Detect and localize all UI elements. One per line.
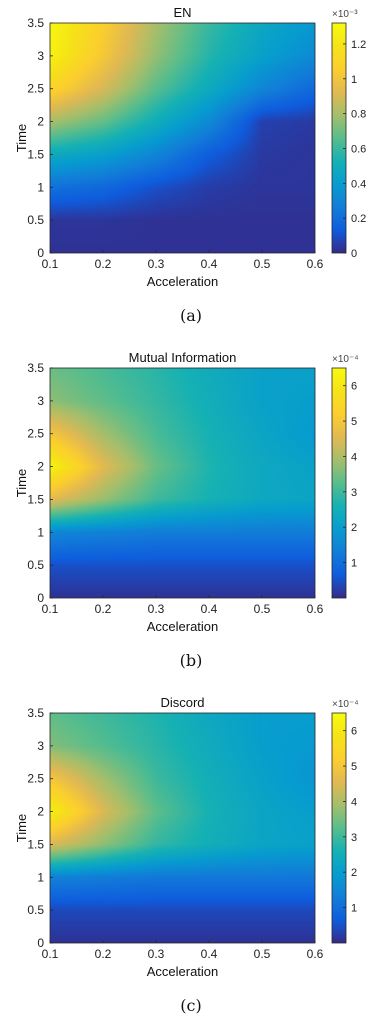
y-tick-label: 1.5: [27, 147, 44, 161]
y-tick-label: 2: [37, 805, 44, 819]
x-tick-label: 0.5: [254, 602, 271, 616]
colorbar-tick-label: 6: [351, 381, 357, 393]
x-tick-label: 0.6: [307, 947, 324, 961]
colorbar-tick-label: 5: [351, 761, 357, 773]
plot-frame: [49, 22, 316, 254]
colorbar-tick-label: 1: [351, 74, 357, 86]
colorbar-tick-label: 4: [351, 796, 357, 808]
y-tick-label: 1: [37, 525, 44, 539]
colorbar: [331, 22, 347, 254]
y-tick-label: 0.5: [27, 903, 44, 917]
colorbar: [331, 712, 347, 944]
x-tick-label: 0.1: [42, 257, 59, 271]
x-tick-label: 0.1: [42, 602, 59, 616]
y-tick-label: 2: [37, 460, 44, 474]
x-axis-label: Acceleration: [147, 619, 219, 634]
colorbar-tick-label: 6: [351, 726, 357, 738]
y-tick-label: 0: [37, 936, 44, 950]
chart-title: EN: [173, 5, 191, 20]
colorbar-tick-label: 0.2: [351, 213, 366, 225]
y-axis-label: Time: [14, 814, 29, 842]
x-tick-label: 0.1: [42, 947, 59, 961]
colorbar-tick-label: 3: [351, 487, 357, 499]
colorbar-tick-label: 1.2: [351, 39, 366, 51]
colorbar-tick-label: 3: [351, 832, 357, 844]
x-tick-label: 0.3: [148, 602, 165, 616]
caption: (a): [179, 306, 203, 325]
y-tick-label: 0.5: [27, 558, 44, 572]
colorbar-tick-label: 0.6: [351, 143, 366, 155]
y-tick-label: 3: [37, 394, 44, 408]
colorbar-tick-label: 2: [351, 867, 357, 879]
x-tick-label: 0.5: [254, 947, 271, 961]
chart-en: EN 0.1 0.2 0.3 0.4 0.5 0.6 0 0.5 1 1.5 2 2.5 3 3.5 Acce…: [14, 5, 366, 289]
x-tick-label: 0.2: [95, 602, 112, 616]
x-tick-label: 0.6: [307, 257, 324, 271]
colorbar-tick-label: 0: [351, 248, 357, 260]
heatmap-surface: [50, 368, 315, 598]
x-axis-label: Acceleration: [147, 274, 219, 289]
x-tick-label: 0.4: [201, 257, 218, 271]
colorbar-exponent: ×10⁻⁴: [332, 354, 359, 365]
x-tick-label: 0.5: [254, 257, 271, 271]
y-tick-label: 1: [37, 180, 44, 194]
colorbar-tick-label: 5: [351, 416, 357, 428]
chart-discord: Discord 0.1 0.2 0.3 0.4 0.5 0.6 0 0.5 1 1.5 2 2.5 3 3.…: [14, 695, 359, 979]
caption: (c): [180, 996, 202, 1015]
colorbar-tick-label: 1: [351, 903, 357, 915]
x-tick-label: 0.3: [148, 257, 165, 271]
y-tick-label: 2.5: [27, 427, 44, 441]
colorbar-exponent: ×10⁻⁴: [332, 699, 359, 710]
x-tick-label: 0.2: [95, 947, 112, 961]
x-axis-label: Acceleration: [147, 964, 219, 979]
y-tick-label: 2: [37, 115, 44, 129]
y-tick-label: 1.5: [27, 492, 44, 506]
y-tick-label: 3.5: [27, 706, 44, 720]
chart-title: Mutual Information: [129, 350, 237, 365]
plot-frame: [49, 367, 316, 599]
colorbar-tick-label: 0.8: [351, 109, 366, 121]
chart-panel-mutual-information: Mutual Information 0.1 0.2 0.3 0.4 0.5 0.6 0 0.5…: [0, 345, 382, 685]
y-tick-label: 3.5: [27, 361, 44, 375]
x-tick-label: 0.2: [95, 257, 112, 271]
caption: (b): [179, 651, 203, 670]
heatmap-surface: [50, 713, 315, 943]
colorbar-tick-label: 1: [351, 558, 357, 570]
colorbar-tick-label: 0.4: [351, 178, 366, 190]
x-tick-label: 0.4: [201, 602, 218, 616]
y-tick-label: 0: [37, 246, 44, 260]
chart-panel-en: EN 0.1 0.2 0.3 0.4 0.5 0.6 0 0.5 1 1.5 2 2.5 3 3.5 Acce…: [0, 0, 382, 340]
y-tick-label: 2.5: [27, 772, 44, 786]
y-tick-label: 3.5: [27, 16, 44, 30]
x-tick-label: 0.4: [201, 947, 218, 961]
y-tick-label: 3: [37, 739, 44, 753]
colorbar-tick-label: 4: [351, 451, 357, 463]
colorbar: [331, 367, 347, 599]
heatmap-surface: [50, 23, 315, 253]
y-tick-label: 0: [37, 591, 44, 605]
chart-panel-discord: Discord 0.1 0.2 0.3 0.4 0.5 0.6 0 0.5 1 1.5 2 2.5 3 3.…: [0, 690, 382, 1030]
chart-mutual-information: Mutual Information 0.1 0.2 0.3 0.4 0.5 0.6 0 0.5…: [14, 350, 359, 634]
y-tick-label: 1.5: [27, 837, 44, 851]
plot-frame: [49, 712, 316, 944]
colorbar-tick-label: 2: [351, 522, 357, 534]
x-tick-label: 0.3: [148, 947, 165, 961]
y-axis-label: Time: [14, 124, 29, 152]
x-tick-label: 0.6: [307, 602, 324, 616]
y-tick-label: 2.5: [27, 82, 44, 96]
y-tick-label: 3: [37, 49, 44, 63]
colorbar-exponent: ×10⁻³: [332, 9, 358, 20]
y-axis-label: Time: [14, 469, 29, 497]
y-tick-label: 0.5: [27, 213, 44, 227]
chart-title: Discord: [160, 695, 204, 710]
y-tick-label: 1: [37, 870, 44, 884]
